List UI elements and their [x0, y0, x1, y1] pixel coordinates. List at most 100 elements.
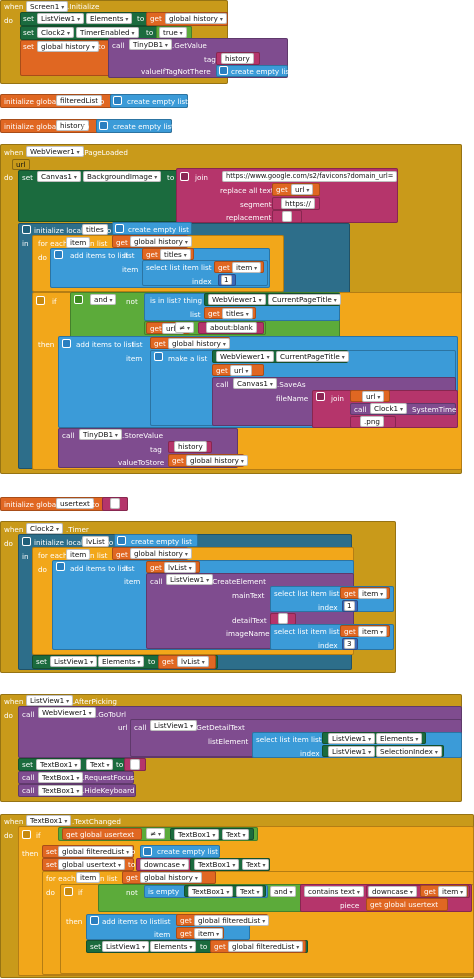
text-dropdown[interactable]: Text — [86, 759, 114, 770]
clock2-dropdown[interactable]: Clock2 — [26, 523, 64, 534]
gear-icon[interactable] — [64, 887, 73, 896]
url-param[interactable]: url — [12, 159, 30, 170]
gear-icon[interactable] — [117, 536, 126, 545]
global-history-dropdown[interactable]: global history — [130, 548, 192, 559]
create-empty-list-block[interactable] — [140, 845, 220, 858]
downcase-dropdown[interactable]: downcase — [368, 886, 417, 897]
webviewer1-dropdown[interactable]: WebViewer1 — [208, 294, 266, 305]
gear-icon[interactable] — [154, 352, 163, 361]
listview1-dropdown[interactable]: ListView1 — [37, 13, 85, 24]
textbox1-dropdown[interactable]: TextBox1 — [174, 829, 220, 840]
global-history-dropdown[interactable]: global history — [186, 455, 248, 466]
gear-icon[interactable] — [113, 96, 122, 105]
canvas1-dropdown[interactable]: Canvas1 — [37, 171, 81, 182]
contains-dropdown[interactable]: contains text — [304, 886, 364, 897]
global-history-dropdown[interactable]: global history — [37, 41, 99, 52]
global-history-dropdown[interactable]: global history — [140, 872, 202, 883]
gear-icon[interactable] — [22, 225, 31, 234]
neq-dropdown[interactable]: ≠ — [146, 828, 165, 839]
get-global-usertext-block[interactable] — [366, 898, 448, 911]
listview1-dropdown[interactable]: ListView1 — [50, 656, 98, 667]
global-history-dropdown[interactable]: global history — [168, 338, 230, 349]
canvas1-dropdown[interactable]: Canvas1 — [233, 378, 277, 389]
elements-dropdown[interactable]: Elements — [86, 13, 133, 24]
webviewer1-dropdown[interactable]: WebViewer1 — [26, 146, 84, 157]
currentpagetitle-dropdown[interactable]: CurrentPageTitle — [268, 294, 341, 305]
global-filteredlist-dropdown[interactable]: global filteredList — [228, 941, 304, 952]
gear-icon[interactable] — [180, 172, 189, 181]
textbox1-dropdown[interactable]: TextBox1 — [36, 759, 82, 770]
favicons-url-text[interactable]: https://www.google.com/s2/favicons?domai… — [222, 171, 398, 182]
item-dropdown[interactable]: item — [358, 626, 388, 637]
listview1-dropdown[interactable]: ListView1 — [26, 695, 74, 706]
gear-icon[interactable] — [143, 847, 152, 856]
gear-icon[interactable] — [74, 295, 83, 304]
listview1-dropdown[interactable]: ListView1 — [166, 574, 214, 585]
textbox1-dropdown[interactable]: TextBox1 — [38, 785, 84, 796]
empty-text[interactable] — [278, 613, 288, 624]
gear-icon[interactable] — [62, 339, 71, 348]
titles-dropdown[interactable]: titles — [222, 308, 253, 319]
gear-icon[interactable] — [115, 224, 124, 233]
listview1-dropdown[interactable]: ListView1 — [150, 720, 198, 731]
history-text[interactable]: history — [221, 53, 254, 64]
backgroundimage-dropdown[interactable]: BackgroundImage — [83, 171, 162, 182]
global-history-dropdown[interactable]: global history — [165, 13, 227, 24]
textbox1-dropdown[interactable]: TextBox1 — [38, 772, 84, 783]
item-var[interactable]: item — [66, 549, 91, 560]
titles-name[interactable]: titles — [82, 224, 108, 235]
elements-dropdown[interactable]: Elements — [98, 656, 145, 667]
titles-dropdown[interactable]: titles — [160, 249, 191, 260]
tinydb1-dropdown[interactable]: TinyDB1 — [79, 429, 122, 440]
number-3[interactable]: 3 — [344, 639, 355, 649]
create-empty-list-block[interactable] — [110, 94, 188, 108]
listview1-dropdown[interactable]: ListView1 — [102, 941, 150, 952]
textbox1-dropdown[interactable]: TextBox1 — [26, 815, 72, 826]
create-empty-list-block[interactable] — [96, 119, 172, 133]
history-name[interactable]: history — [56, 120, 89, 131]
and-dropdown[interactable]: and — [270, 886, 297, 897]
create-empty-list-block[interactable] — [216, 65, 288, 77]
clock2-dropdown[interactable]: Clock2 — [37, 27, 75, 38]
empty-text[interactable] — [110, 498, 120, 509]
listview1-dropdown[interactable]: ListView1 — [328, 746, 376, 757]
item-var[interactable]: item — [76, 872, 101, 883]
gear-icon[interactable] — [219, 66, 228, 75]
global-history-dropdown[interactable]: global history — [130, 236, 192, 247]
gear-icon[interactable] — [90, 916, 99, 925]
url-dropdown[interactable]: url — [230, 365, 253, 376]
text-dropdown[interactable]: Text — [222, 829, 250, 840]
timerenabled-dropdown[interactable]: TimerEnabled — [76, 27, 139, 38]
elements-dropdown[interactable]: Elements — [376, 733, 423, 744]
https-text[interactable]: https:// — [281, 198, 315, 209]
neq-dropdown[interactable]: ≠ — [175, 322, 194, 333]
item-dropdown[interactable]: item — [438, 886, 468, 897]
gear-icon[interactable] — [316, 392, 325, 401]
listview1-dropdown[interactable]: ListView1 — [328, 733, 376, 744]
number-1[interactable]: 1 — [221, 275, 232, 285]
number-1[interactable]: 1 — [344, 601, 355, 611]
global-usertext-dropdown[interactable]: global usertext — [58, 859, 125, 870]
webviewer1-dropdown[interactable]: WebViewer1 — [216, 351, 274, 362]
png-text[interactable]: .png — [360, 416, 384, 427]
empty-text[interactable] — [282, 211, 292, 222]
lvlist-dropdown[interactable]: lvList — [164, 562, 196, 573]
item-var[interactable]: item — [66, 237, 91, 248]
screen1-dropdown[interactable]: Screen1 — [26, 1, 69, 12]
textbox1-dropdown[interactable]: TextBox1 — [194, 859, 240, 870]
webviewer1-dropdown[interactable]: WebViewer1 — [38, 707, 96, 718]
create-empty-list-block[interactable] — [114, 534, 198, 547]
lvlist-dropdown[interactable]: lvList — [177, 656, 209, 667]
gear-icon[interactable] — [99, 121, 108, 130]
filteredlist-name[interactable]: filteredList — [56, 95, 103, 106]
url-dropdown[interactable]: url — [291, 184, 314, 195]
about-blank-text[interactable]: about:blank — [206, 322, 257, 333]
currentpagetitle-dropdown[interactable]: CurrentPageTitle — [276, 351, 349, 362]
global-filteredlist-dropdown[interactable]: global filteredList — [58, 846, 134, 857]
tinydb1-dropdown[interactable]: TinyDB1 — [129, 39, 172, 50]
get-global-usertext-block[interactable] — [62, 828, 142, 840]
text-dropdown[interactable]: Text — [236, 886, 264, 897]
gear-icon[interactable] — [36, 296, 45, 305]
textbox1-dropdown[interactable]: TextBox1 — [188, 886, 234, 897]
and-dropdown[interactable]: and — [90, 294, 117, 305]
